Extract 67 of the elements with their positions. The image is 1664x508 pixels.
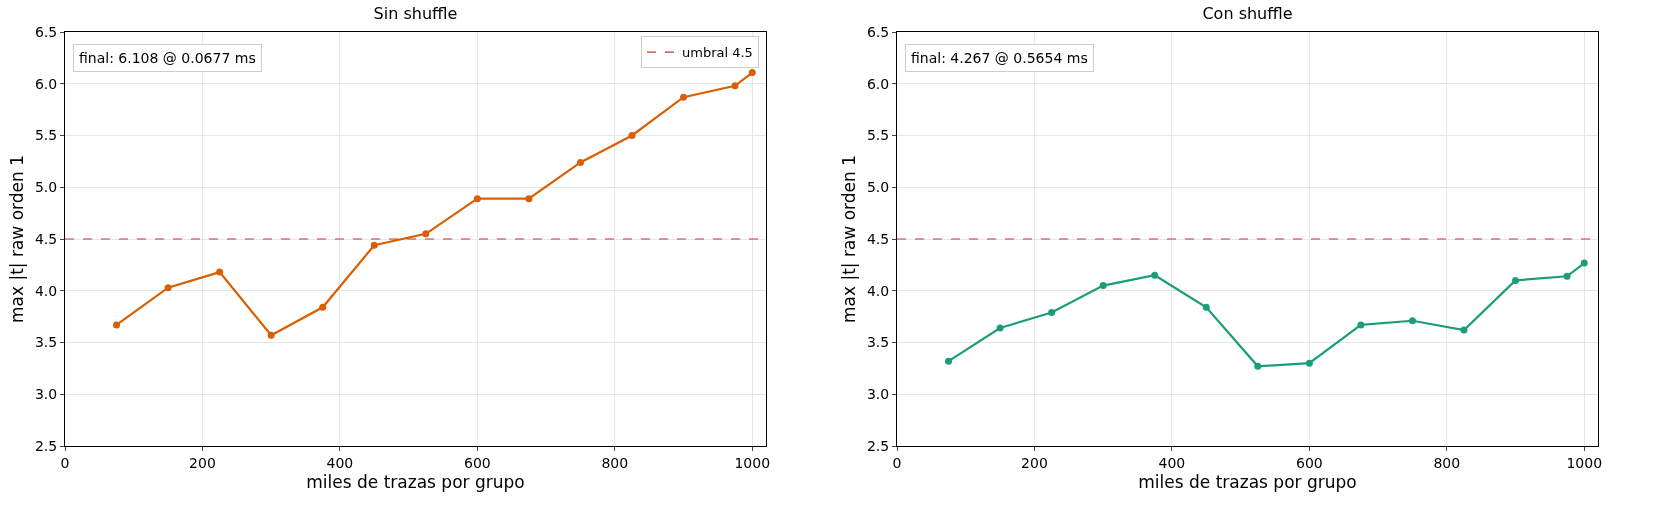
point — [473, 195, 481, 203]
x-tick-label: 600 — [463, 454, 491, 471]
chart-title: Sin shuffle — [373, 3, 458, 23]
y-tick-label: 6.0 — [866, 75, 890, 92]
point — [945, 357, 953, 365]
point — [1099, 282, 1107, 290]
y-tick-label: 3.5 — [34, 334, 58, 351]
point — [1408, 317, 1416, 325]
point — [680, 93, 688, 101]
point — [113, 321, 121, 329]
y-tick-label: 2.5 — [866, 437, 890, 454]
x-axis-title: miles de trazas por grupo — [1138, 472, 1357, 493]
y-tick-label: 5.5 — [34, 127, 58, 144]
point — [1460, 326, 1468, 334]
point — [164, 284, 172, 292]
x-tick-label: 800 — [1433, 454, 1461, 471]
point — [1048, 308, 1056, 316]
point — [1580, 259, 1588, 267]
point — [1563, 272, 1571, 280]
y-tick-label: 6.5 — [34, 23, 58, 40]
point — [628, 132, 636, 139]
x-tick-label: 400 — [1158, 454, 1186, 471]
legend-label: umbral 4.5 — [681, 45, 753, 61]
point — [1512, 276, 1520, 284]
chart-title: Con shuffle — [1202, 3, 1293, 23]
annotation: final: 4.267 @ 0.5654 ms — [911, 50, 1088, 66]
y-axis-title: max |t| raw orden 1 — [7, 154, 28, 324]
point — [370, 241, 378, 249]
point — [525, 195, 533, 203]
x-tick-label: 200 — [189, 454, 216, 471]
point — [996, 324, 1004, 332]
x-tick-label: 400 — [326, 454, 354, 471]
point — [319, 303, 327, 311]
point — [1357, 321, 1365, 329]
y-tick-label: 5.5 — [866, 127, 890, 144]
point — [748, 69, 756, 77]
x-tick-label: 0 — [60, 454, 70, 471]
y-tick-label: 6.5 — [866, 23, 890, 40]
x-tick-label: 0 — [892, 454, 902, 471]
y-tick-label: 3.5 — [866, 334, 890, 351]
point — [576, 158, 584, 166]
point — [422, 230, 430, 238]
x-tick-label: 1000 — [734, 454, 771, 471]
point — [267, 331, 275, 339]
y-tick-label: 6.0 — [34, 75, 58, 92]
y-tick-label: 3.0 — [34, 386, 58, 403]
y-tick-label: 4.0 — [34, 282, 58, 299]
x-tick-label: 600 — [1295, 454, 1323, 471]
y-axis-title: max |t| raw orden 1 — [839, 154, 860, 324]
x-tick-label: 800 — [601, 454, 629, 471]
point — [731, 82, 739, 90]
y-tick-label: 3.0 — [866, 386, 890, 403]
y-tick-label: 4.5 — [866, 230, 890, 247]
y-tick-label: 4.5 — [34, 230, 58, 247]
point — [1202, 303, 1210, 311]
y-tick-label: 5.0 — [866, 179, 890, 196]
y-tick-label: 5.0 — [34, 179, 58, 196]
x-tick-label: 200 — [1021, 454, 1048, 471]
point — [216, 268, 224, 276]
x-axis-title: miles de trazas por grupo — [306, 472, 525, 493]
y-tick-label: 2.5 — [34, 437, 58, 454]
point — [1305, 359, 1313, 367]
x-tick-label: 1000 — [1566, 454, 1603, 471]
point — [1151, 271, 1159, 279]
point — [1254, 362, 1262, 370]
annotation: final: 6.108 @ 0.0677 ms — [79, 50, 256, 66]
y-tick-label: 4.0 — [866, 282, 890, 299]
